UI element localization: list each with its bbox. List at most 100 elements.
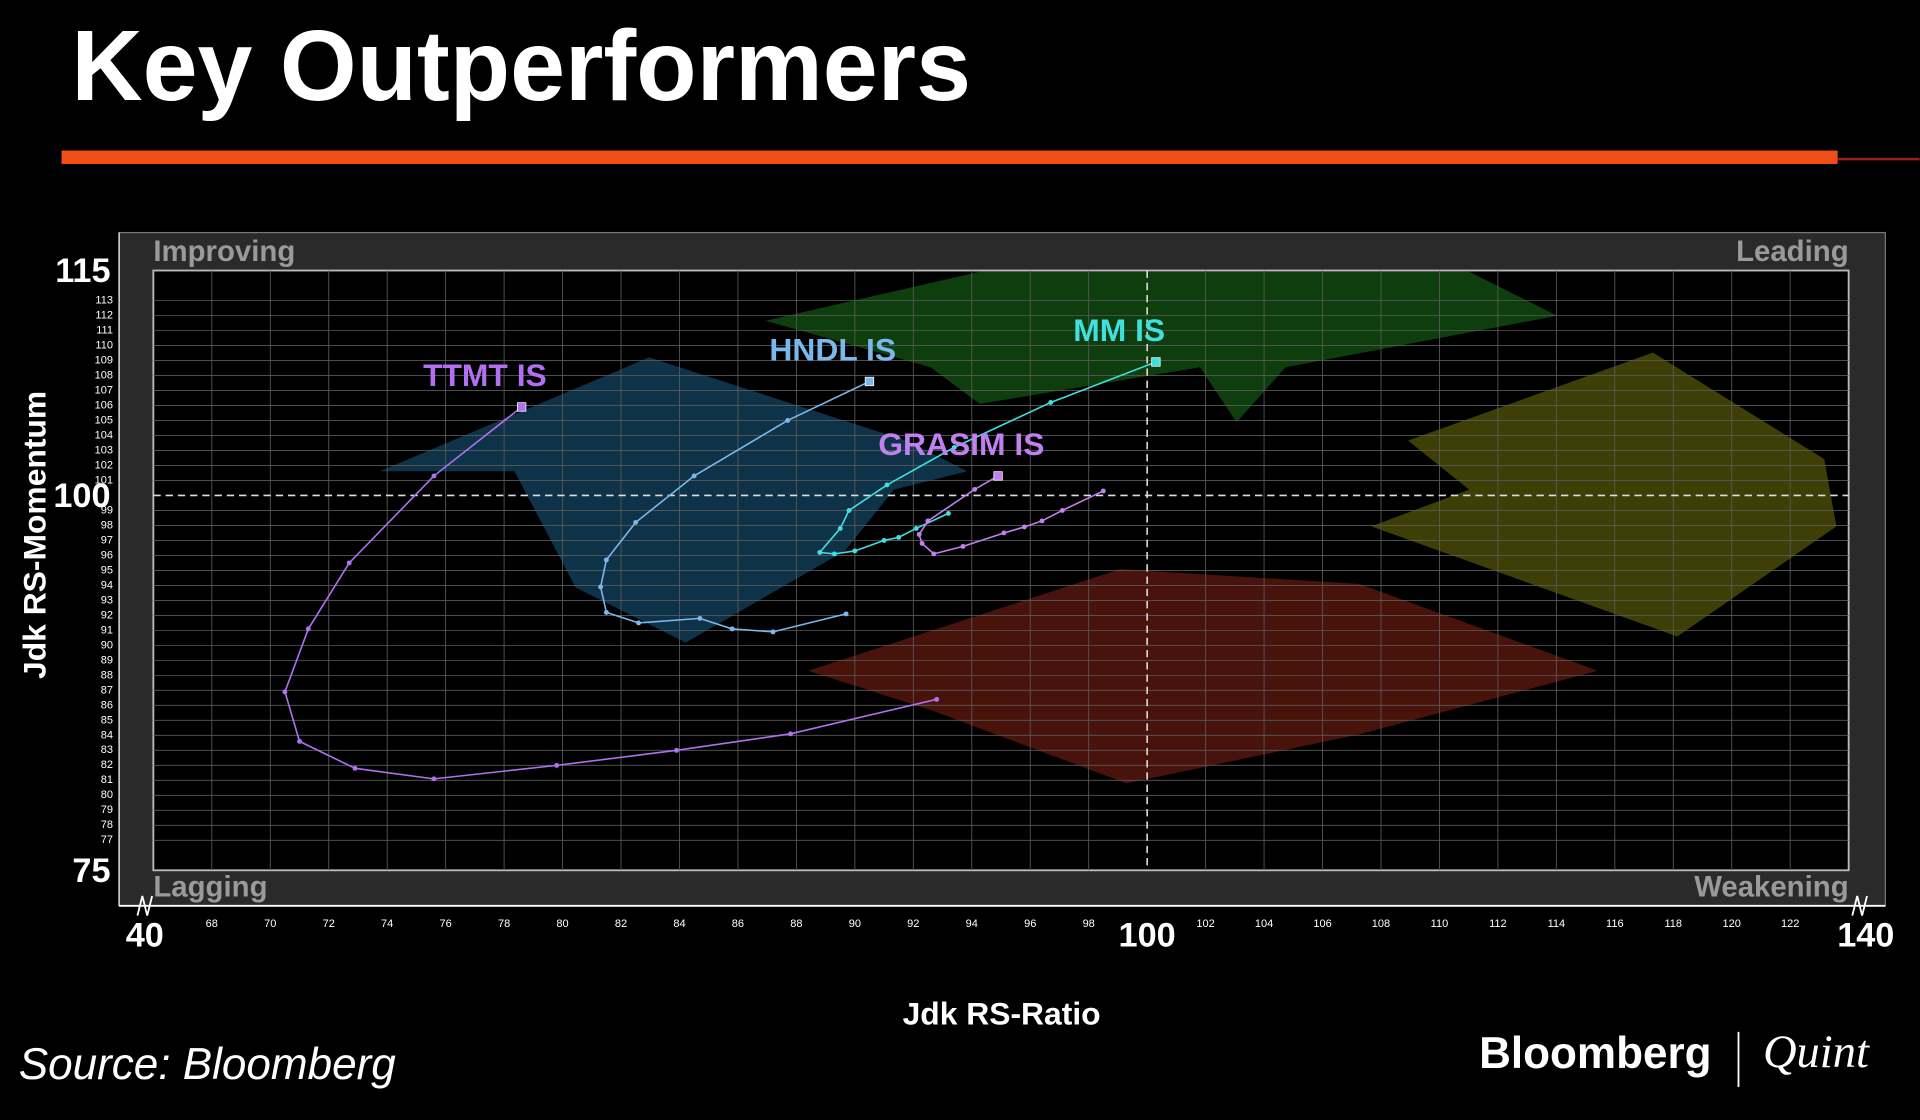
trail-point xyxy=(843,611,849,617)
y-axis-title: Jdk RS-Momentum xyxy=(16,391,52,679)
trail-point xyxy=(697,615,703,621)
trail-point xyxy=(598,584,604,590)
x-tick-label: 92 xyxy=(907,918,919,930)
y-major-tick-label: 75 xyxy=(72,852,110,890)
x-tick-label: 78 xyxy=(498,918,510,930)
trail-point xyxy=(297,738,302,744)
y-tick-label: 112 xyxy=(95,309,113,321)
quadrant-label: Leading xyxy=(1736,235,1849,268)
y-tick-label: 104 xyxy=(95,429,113,441)
y-tick-label: 113 xyxy=(95,294,113,306)
trail-line xyxy=(284,406,937,780)
trail-point xyxy=(951,445,957,450)
page-title: Key Outperformers xyxy=(71,10,971,122)
y-tick-label: 77 xyxy=(101,834,113,846)
trail-point xyxy=(831,551,837,557)
trail-point xyxy=(1021,524,1027,530)
trail-point xyxy=(603,609,609,615)
trail-point xyxy=(934,696,940,702)
trail-point xyxy=(881,537,887,543)
trail-point xyxy=(913,525,919,531)
trail-point xyxy=(972,486,978,492)
y-tick-label: 109 xyxy=(95,354,113,366)
x-tick-label: 94 xyxy=(966,918,978,930)
y-tick-label: 93 xyxy=(101,594,113,606)
head-marker xyxy=(864,376,875,387)
trail-point xyxy=(346,560,352,566)
brand: Quint xyxy=(1763,1027,1870,1078)
quadrant-label: Lagging xyxy=(153,870,267,903)
x-tick-label: 88 xyxy=(790,918,802,930)
x-tick-label: 74 xyxy=(381,918,393,930)
x-tick-label: 116 xyxy=(1606,918,1624,930)
y-tick-label: 110 xyxy=(95,339,113,351)
trail-point xyxy=(817,549,823,555)
y-tick-label: 98 xyxy=(101,519,113,531)
y-tick-label: 86 xyxy=(101,699,113,711)
series-label: HNDL IS xyxy=(769,332,896,368)
trail-point xyxy=(636,620,642,626)
y-tick-label: 106 xyxy=(95,399,113,411)
y-tick-label: 82 xyxy=(101,759,113,771)
x-tick-label: 120 xyxy=(1723,918,1741,930)
trail-point xyxy=(960,543,966,549)
y-tick-label: 80 xyxy=(101,789,113,801)
series-label: TTMT IS xyxy=(423,357,547,393)
x-tick-label: 98 xyxy=(1083,918,1095,930)
arrow-red xyxy=(808,569,1598,784)
y-tick-label: 89 xyxy=(101,654,113,666)
y-tick-label: 90 xyxy=(101,639,113,651)
trail-point xyxy=(674,747,680,753)
y-tick-label: 94 xyxy=(101,579,113,591)
y-tick-label: 97 xyxy=(101,534,113,546)
y-tick-label: 102 xyxy=(95,459,113,471)
trail-point xyxy=(916,531,922,537)
trail-point xyxy=(884,482,890,488)
trail-point xyxy=(837,525,843,531)
trail-point xyxy=(1039,518,1045,524)
x-tick-label: 72 xyxy=(323,918,335,930)
x-tick-label: 84 xyxy=(673,918,685,930)
arrow-yellow xyxy=(1371,352,1837,637)
trail-point xyxy=(282,689,288,695)
x-tick-label: 108 xyxy=(1372,918,1390,930)
trail-point xyxy=(729,626,735,632)
trail-point xyxy=(1059,507,1065,513)
x-tick-label: 76 xyxy=(440,918,452,930)
trail-point xyxy=(931,551,937,557)
trail-point xyxy=(788,731,794,737)
x-tick-label: 104 xyxy=(1255,918,1273,930)
y-tick-label: 111 xyxy=(96,324,113,336)
x-tick-label: 114 xyxy=(1548,918,1566,930)
y-tick-label: 108 xyxy=(95,369,113,381)
x-axis-title: Jdk RS-Ratio xyxy=(903,995,1101,1031)
head-marker xyxy=(993,471,1003,481)
y-tick-label: 79 xyxy=(101,804,113,816)
y-tick-label: 101 xyxy=(95,474,113,486)
trail-point xyxy=(305,626,311,632)
y-tick-label: 81 xyxy=(101,774,113,786)
trail-point xyxy=(633,519,639,525)
trail-line xyxy=(918,475,1104,555)
x-tick-label: 122 xyxy=(1781,918,1799,930)
x-major-tick-label: 100 xyxy=(1119,917,1176,955)
y-tick-label: 87 xyxy=(101,684,113,696)
x-break-label: 140 xyxy=(1837,917,1894,955)
y-major-tick-label: 100 xyxy=(53,477,110,515)
trail-point xyxy=(945,510,951,516)
axis-break xyxy=(1851,895,1868,916)
trail-point xyxy=(1048,400,1054,405)
x-tick-label: 106 xyxy=(1313,918,1331,930)
trail-point xyxy=(925,518,931,524)
trail-point xyxy=(919,540,925,546)
y-tick-label: 105 xyxy=(95,414,113,426)
x-tick-label: 80 xyxy=(556,918,568,930)
x-tick-label: 70 xyxy=(264,918,276,930)
brand: Bloomberg xyxy=(1479,1029,1711,1078)
trail-point xyxy=(691,473,697,479)
title-underline xyxy=(61,150,1838,165)
y-tick-label: 84 xyxy=(101,729,113,741)
x-tick-label: 96 xyxy=(1024,918,1036,930)
arrow-green xyxy=(765,271,1558,423)
